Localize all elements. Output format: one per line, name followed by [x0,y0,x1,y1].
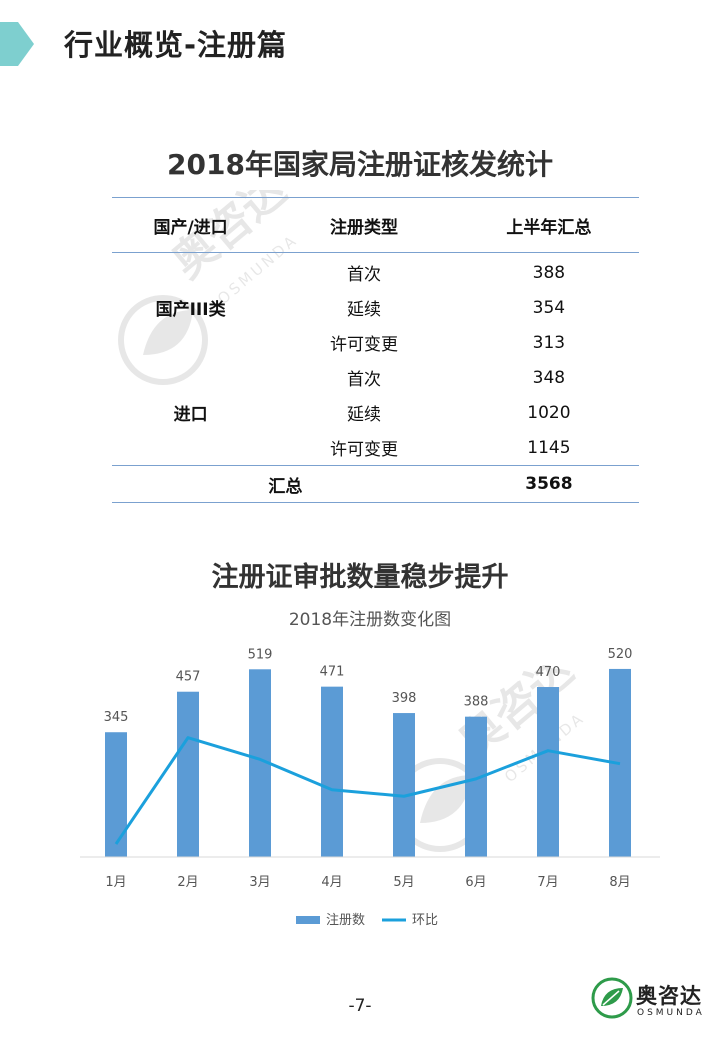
header-accent-shape [0,22,34,66]
table-header-row: 国产/进口 注册类型 上半年汇总 [112,197,639,253]
series-line-ratio [114,736,621,845]
bar [537,687,559,857]
type-cell: 首次 [346,265,381,285]
page-number: -7- [348,996,372,1016]
total-row: 汇总 3568 [112,465,639,503]
bar-value-label: 457 [176,670,201,685]
chart-title: 2018年注册数变化图 [289,610,451,630]
bar-value-label: 345 [104,710,129,725]
type-cell: 延续 [346,405,381,425]
column-header-total: 上半年汇总 [458,197,639,253]
value-cell: 1020 [527,402,571,423]
bar-value-label: 519 [248,647,273,662]
registration-chart: 2018年注册数变化图 345 457 519 471 398 388 470 520 1月 2… [80,610,660,928]
bar [105,732,127,857]
table-row: 延续 1020 [112,395,639,430]
brand-name: 奥咨达 [636,984,702,1008]
x-tick-label: 8月 [609,875,630,890]
total-value: 3568 [458,465,639,503]
value-cell: 1145 [527,437,571,458]
bar-value-label: 520 [608,647,633,662]
x-tick-label: 5月 [393,875,414,890]
group-label-import: 进口 [173,405,208,425]
table-row: 进口 首次 348 [112,360,639,426]
x-tick-label: 3月 [249,875,270,890]
x-tick-label: 7月 [537,875,558,890]
column-header-type: 注册类型 [269,197,459,253]
bar [393,713,415,857]
bar-value-label: 398 [392,691,417,706]
bar [321,686,343,857]
total-label: 汇总 [112,465,459,503]
bar-value-label: 471 [320,665,345,680]
registration-stats-table: 国产/进口 注册类型 上半年汇总 国产III类 首次 388 延续 354 许可… [112,197,639,503]
x-tick-label: 1月 [105,875,126,890]
legend-label: 注册数 [326,913,365,928]
brand-subtitle: OSMUNDA [637,1008,705,1018]
brand-logo [590,976,710,1020]
table-row: 许可变更 313 [112,325,639,360]
type-cell: 许可变更 [329,440,398,460]
bar [465,716,487,857]
type-cell: 首次 [346,370,381,390]
chart-heading: 注册证审批数量稳步提升 [211,562,509,593]
column-header-origin: 国产/进口 [112,197,270,253]
bar [177,691,199,857]
value-cell: 313 [532,332,566,353]
type-cell: 许可变更 [329,335,398,355]
legend-swatch-bar [296,916,320,924]
bar-value-label: 388 [464,695,489,710]
value-cell: 354 [532,297,566,318]
value-cell: 348 [532,367,566,388]
x-tick-label: 4月 [321,875,342,890]
value-cell: 388 [532,262,566,283]
table-row: 延续 354 [112,290,639,325]
page-title: 行业概览-注册篇 [64,28,288,62]
type-cell: 延续 [346,300,381,320]
table-row: 国产III类 首次 388 [112,253,639,321]
table-title: 2018年国家局注册证核发统计 [167,148,553,181]
legend-label: 环比 [412,913,438,928]
table-row: 许可变更 1145 [112,430,639,466]
bar [249,669,271,857]
x-tick-label: 2月 [177,875,198,890]
group-label-domestic: 国产III类 [155,300,226,320]
x-tick-label: 6月 [465,875,486,890]
bar-value-label: 470 [536,665,561,680]
